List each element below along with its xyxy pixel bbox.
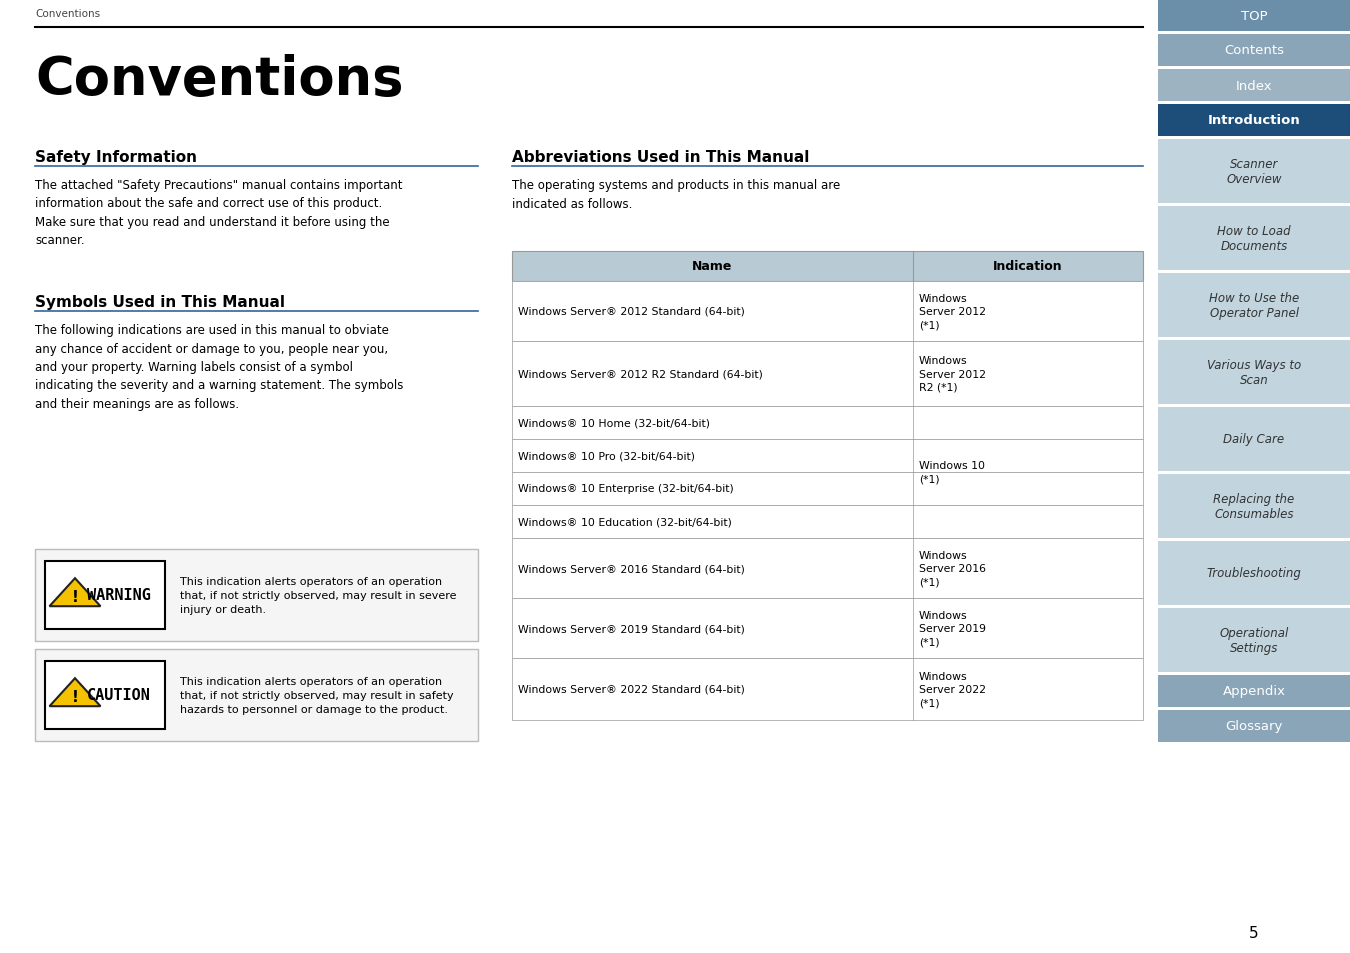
- Bar: [512, 407, 1143, 439]
- Bar: [45, 661, 165, 729]
- Text: Operational
Settings: Operational Settings: [1219, 626, 1289, 655]
- Bar: [512, 659, 1143, 720]
- Bar: [1158, 408, 1350, 472]
- Bar: [1158, 274, 1350, 337]
- Text: Windows Server® 2022 Standard (64-bit): Windows Server® 2022 Standard (64-bit): [518, 684, 745, 695]
- Text: How to Use the
Operator Panel: How to Use the Operator Panel: [1208, 292, 1299, 319]
- Text: This indication alerts operators of an operation
that, if not strictly observed,: This indication alerts operators of an o…: [180, 677, 454, 714]
- Text: This indication alerts operators of an operation
that, if not strictly observed,: This indication alerts operators of an o…: [180, 577, 456, 615]
- Text: Replacing the
Consumables: Replacing the Consumables: [1214, 493, 1295, 520]
- Bar: [1158, 710, 1350, 742]
- Text: Glossary: Glossary: [1226, 720, 1282, 733]
- Polygon shape: [50, 679, 100, 706]
- Bar: [1158, 0, 1350, 32]
- Text: Introduction: Introduction: [1208, 114, 1300, 128]
- Text: Symbols Used in This Manual: Symbols Used in This Manual: [35, 294, 285, 310]
- Text: Windows® 10 Pro (32-bit/64-bit): Windows® 10 Pro (32-bit/64-bit): [518, 451, 695, 461]
- Bar: [1158, 541, 1350, 605]
- Text: Windows Server® 2012 R2 Standard (64-bit): Windows Server® 2012 R2 Standard (64-bit…: [518, 369, 763, 379]
- Bar: [512, 598, 1143, 659]
- Text: Windows
Server 2022
(*1): Windows Server 2022 (*1): [919, 671, 985, 707]
- Bar: [1158, 340, 1350, 405]
- Text: Scanner
Overview: Scanner Overview: [1226, 158, 1281, 186]
- Bar: [512, 252, 1143, 282]
- Text: The following indications are used in this manual to obviate
any chance of accid: The following indications are used in th…: [35, 324, 404, 411]
- Bar: [512, 341, 1143, 407]
- Text: Name: Name: [693, 260, 733, 274]
- Text: Contents: Contents: [1224, 45, 1284, 57]
- Text: Troubleshooting: Troubleshooting: [1207, 567, 1301, 579]
- Bar: [1158, 105, 1350, 137]
- Text: Indication: Indication: [994, 260, 1062, 274]
- Text: Windows Server® 2019 Standard (64-bit): Windows Server® 2019 Standard (64-bit): [518, 623, 745, 634]
- Bar: [1158, 608, 1350, 672]
- Text: Windows
Server 2019
(*1): Windows Server 2019 (*1): [919, 610, 985, 646]
- Text: WARNING: WARNING: [86, 588, 151, 603]
- Text: Windows® 10 Enterprise (32-bit/64-bit): Windows® 10 Enterprise (32-bit/64-bit): [518, 484, 734, 494]
- Text: Windows® 10 Home (32-bit/64-bit): Windows® 10 Home (32-bit/64-bit): [518, 418, 710, 428]
- Text: The operating systems and products in this manual are
indicated as follows.: The operating systems and products in th…: [512, 179, 840, 211]
- Bar: [45, 561, 165, 629]
- Bar: [1158, 140, 1350, 204]
- Text: Windows
Server 2012
(*1): Windows Server 2012 (*1): [919, 294, 985, 330]
- Text: CAUTION: CAUTION: [86, 688, 151, 702]
- Bar: [1158, 475, 1350, 538]
- Text: !: !: [72, 589, 78, 604]
- Text: Safety Information: Safety Information: [35, 150, 197, 165]
- Bar: [35, 649, 478, 741]
- Bar: [512, 473, 1143, 505]
- Bar: [1158, 70, 1350, 102]
- Text: Daily Care: Daily Care: [1223, 433, 1285, 446]
- Bar: [512, 282, 1143, 341]
- Text: Windows
Server 2016
(*1): Windows Server 2016 (*1): [919, 550, 985, 587]
- Bar: [1158, 676, 1350, 707]
- Text: The attached "Safety Precautions" manual contains important
information about th: The attached "Safety Precautions" manual…: [35, 179, 402, 247]
- Text: Conventions: Conventions: [35, 9, 100, 19]
- Text: Windows 10
(*1): Windows 10 (*1): [919, 461, 984, 484]
- Text: 5: 5: [1249, 925, 1258, 941]
- Text: Windows
Server 2012
R2 (*1): Windows Server 2012 R2 (*1): [919, 355, 985, 393]
- Bar: [512, 538, 1143, 598]
- Polygon shape: [50, 578, 100, 606]
- Text: How to Load
Documents: How to Load Documents: [1218, 225, 1291, 253]
- Text: !: !: [72, 689, 78, 704]
- Text: Windows® 10 Education (32-bit/64-bit): Windows® 10 Education (32-bit/64-bit): [518, 517, 732, 527]
- Text: Index: Index: [1235, 79, 1272, 92]
- Text: Windows Server® 2016 Standard (64-bit): Windows Server® 2016 Standard (64-bit): [518, 563, 745, 574]
- Bar: [35, 550, 478, 641]
- Text: Appendix: Appendix: [1223, 685, 1285, 698]
- Bar: [1158, 207, 1350, 271]
- Text: Windows Server® 2012 Standard (64-bit): Windows Server® 2012 Standard (64-bit): [518, 307, 745, 316]
- Text: TOP: TOP: [1241, 10, 1268, 23]
- Text: Various Ways to
Scan: Various Ways to Scan: [1207, 358, 1301, 387]
- Text: Abbreviations Used in This Manual: Abbreviations Used in This Manual: [512, 150, 810, 165]
- Bar: [1158, 35, 1350, 67]
- Bar: [512, 439, 1143, 473]
- Text: Conventions: Conventions: [35, 54, 404, 106]
- Bar: [512, 505, 1143, 538]
